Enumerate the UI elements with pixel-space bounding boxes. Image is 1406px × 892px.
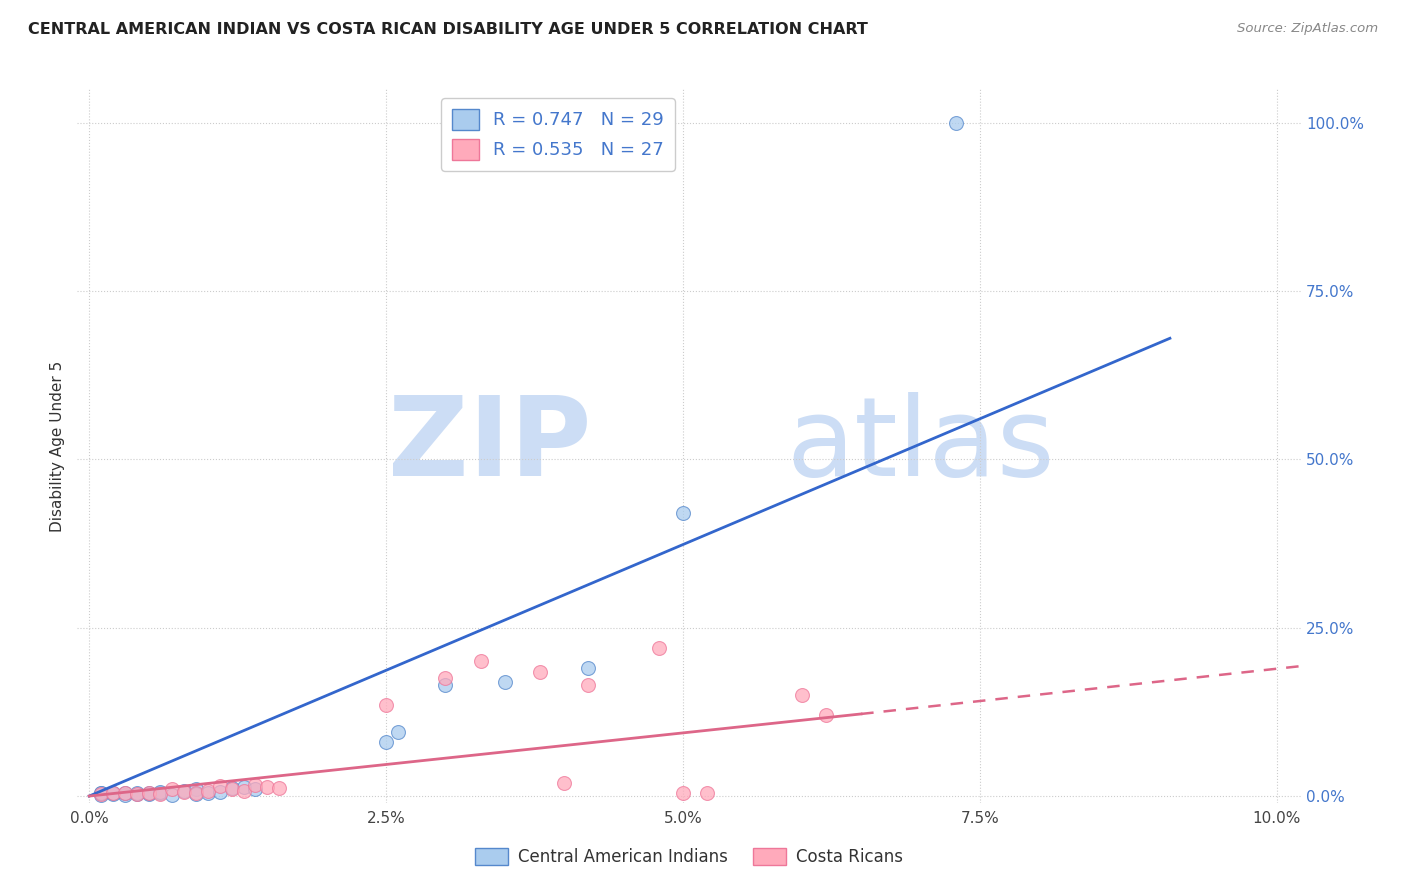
Legend: Central American Indians, Costa Ricans: Central American Indians, Costa Ricans	[468, 841, 910, 873]
Text: CENTRAL AMERICAN INDIAN VS COSTA RICAN DISABILITY AGE UNDER 5 CORRELATION CHART: CENTRAL AMERICAN INDIAN VS COSTA RICAN D…	[28, 22, 868, 37]
Y-axis label: Disability Age Under 5: Disability Age Under 5	[51, 360, 66, 532]
Text: atlas: atlas	[787, 392, 1056, 500]
Text: Source: ZipAtlas.com: Source: ZipAtlas.com	[1237, 22, 1378, 36]
Text: ZIP: ZIP	[388, 392, 591, 500]
